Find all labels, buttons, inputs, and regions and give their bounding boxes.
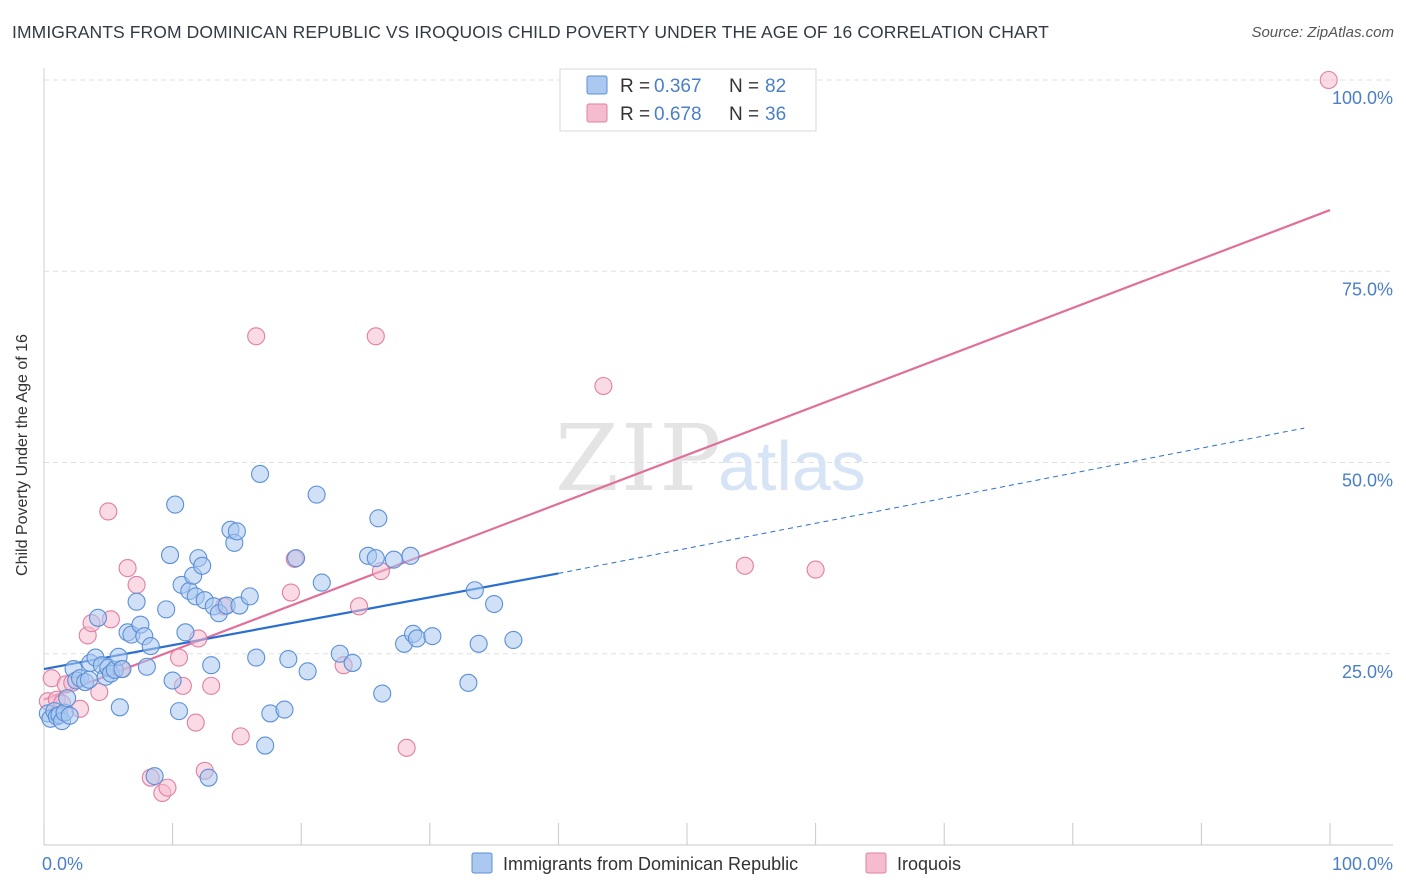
axes [43,68,1393,846]
point-dominican [307,485,326,504]
point-dominican [247,648,266,667]
point-iroquois [1319,70,1338,90]
tick-labels: 25.0% 50.0% 75.0% 100.0% 0.0% 100.0% [42,88,1393,874]
point-iroquois [397,738,416,757]
point-dominican [256,736,275,755]
legend-n-label-2: N = [729,104,764,125]
top-legend: R = 0.367 N = 82 R = 0.678 N = 36 [559,68,817,132]
bottom-legend-swatch-blue [471,852,493,874]
point-iroquois [202,676,221,695]
watermark-atlas: atlas [718,427,866,505]
point-dominican [157,600,176,619]
point-dominican [113,659,132,679]
point-dominican [384,550,403,569]
series-dominican-points [38,464,523,787]
point-dominican [169,702,189,721]
y-tick-label-75: 75.0% [1342,279,1393,299]
bottom-legend: Immigrants from Dominican Republic Iroqu… [471,852,961,874]
chart-title: IMMIGRANTS FROM DOMINICAN REPUBLIC VS IR… [12,22,1049,42]
legend-r-label-1: R = [620,76,655,97]
point-dominican [199,768,218,787]
point-dominican [160,546,180,565]
point-iroquois [350,597,369,616]
point-iroquois [186,713,205,732]
point-dominican [465,581,484,600]
point-dominican [366,549,385,568]
point-dominican [79,670,99,689]
bottom-legend-label-2: Iroquois [897,854,961,874]
bottom-legend-swatch-pink [865,852,887,874]
point-dominican [58,689,77,708]
point-dominican [141,637,160,656]
x-tick-label-100: 100.0% [1332,854,1393,874]
point-dominican [163,671,182,690]
point-dominican [298,662,317,681]
point-iroquois [127,575,146,594]
point-iroquois [735,556,754,575]
point-dominican [373,684,392,703]
point-dominican [287,549,306,568]
point-dominican [240,587,259,606]
point-dominican [407,629,426,648]
point-dominican [369,509,388,528]
point-dominican [176,623,195,642]
y-tick-label-25: 25.0% [1342,662,1393,682]
legend-swatch-blue [586,75,608,95]
point-dominican [88,608,108,627]
source-label: Source: ZipAtlas.com [1251,24,1394,41]
point-iroquois [247,327,266,346]
bottom-legend-label-1: Immigrants from Dominican Republic [503,854,798,874]
legend-n-value-1: 82 [765,76,786,97]
point-dominican [202,656,221,675]
point-dominican [401,546,420,565]
point-dominican [469,634,488,653]
point-dominican [193,556,212,575]
legend-r-label-2: R = [620,104,655,125]
point-iroquois [90,682,109,702]
y-tick-label-50: 50.0% [1342,471,1393,491]
legend-swatch-pink [586,103,608,123]
x-tick-label-0: 0.0% [42,854,83,874]
trend-line-iroquois [43,209,1331,701]
legend-n-label-1: N = [729,76,764,97]
point-dominican [343,653,362,672]
point-iroquois [231,727,250,746]
trend-line-dominican-extension [558,427,1305,574]
legend-n-value-2: 36 [765,104,786,125]
point-dominican [330,644,349,663]
point-iroquois [366,327,385,346]
point-iroquois [99,502,118,521]
point-iroquois [169,648,189,667]
point-dominican [275,700,294,719]
point-iroquois [806,560,825,579]
point-dominican [110,698,129,717]
point-dominican [145,767,164,786]
point-dominican [312,573,331,592]
point-dominican [504,630,523,650]
grid [44,79,1393,655]
legend-r-value-1: 0.367 [654,76,702,97]
point-dominican [485,594,504,614]
point-dominican [279,650,298,669]
watermark: ZIP atlas [555,405,866,512]
point-dominican [166,495,185,514]
point-dominican [227,522,246,541]
point-iroquois [281,583,300,602]
trend-lines [43,209,1331,701]
point-dominican [60,706,79,725]
legend-r-value-2: 0.678 [654,104,702,125]
y-tick-label-100: 100.0% [1332,88,1393,108]
point-dominican [459,673,478,692]
point-dominican [127,592,146,611]
point-iroquois [158,778,177,797]
point-dominican [250,464,270,484]
point-dominican [137,657,156,676]
point-iroquois [594,376,613,396]
point-iroquois [118,559,137,578]
point-dominican [423,627,442,646]
